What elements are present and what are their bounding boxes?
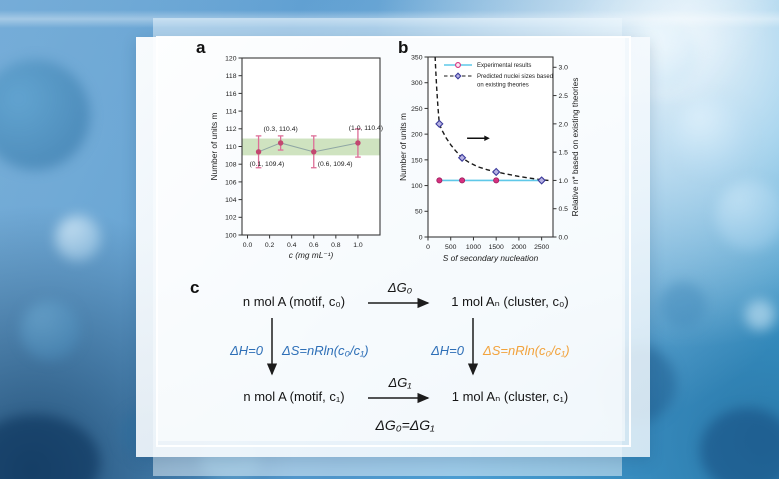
svg-text:0.0: 0.0 xyxy=(559,234,569,241)
svg-text:1500: 1500 xyxy=(489,244,504,251)
legend-entry-label: Experimental results xyxy=(477,63,531,69)
bubble-decoration xyxy=(715,180,779,250)
panel-b-letter: b xyxy=(398,38,409,57)
y-axis-left-label: Number of units m xyxy=(398,113,408,181)
svg-text:100: 100 xyxy=(225,232,237,239)
point-annotation: (0.6, 109.4) xyxy=(318,161,353,168)
bubble-decoration xyxy=(20,300,80,360)
svg-text:50: 50 xyxy=(415,209,423,216)
data-point xyxy=(493,177,500,184)
delta-g1-label: ΔG₁ xyxy=(388,375,412,390)
legend-entry-label: on existing theories xyxy=(477,82,529,88)
svg-text:500: 500 xyxy=(445,244,457,251)
point-annotation: (1.0, 110.4) xyxy=(349,125,383,132)
svg-text:350: 350 xyxy=(411,54,423,61)
data-point xyxy=(311,149,317,155)
svg-text:0.8: 0.8 xyxy=(331,242,341,249)
svg-text:0.6: 0.6 xyxy=(309,242,319,249)
diagram-arrows xyxy=(266,297,479,404)
svg-text:120: 120 xyxy=(225,55,237,62)
x-axis-label: c (mg mL⁻¹) xyxy=(289,250,334,260)
bubble-decoration xyxy=(0,415,100,479)
data-point xyxy=(255,149,262,155)
svg-text:1000: 1000 xyxy=(466,244,481,251)
svg-text:104: 104 xyxy=(225,197,237,204)
svg-text:0.5: 0.5 xyxy=(559,206,569,213)
svg-text:200: 200 xyxy=(411,132,423,139)
legend: Experimental results Predicted nuclei siz… xyxy=(444,62,553,88)
svg-text:150: 150 xyxy=(411,157,423,164)
svg-text:118: 118 xyxy=(226,73,237,80)
svg-text:300: 300 xyxy=(411,80,423,87)
panel-a-chart: 0.0 0.2 0.4 0.6 0.8 1.0 100 102 104 106 108 110 112 1… xyxy=(209,55,383,260)
highlight-band xyxy=(242,138,380,156)
data-line xyxy=(258,142,359,153)
point-annotation: (0.3, 110.4) xyxy=(264,126,298,133)
diamond-marker xyxy=(454,72,462,80)
svg-text:0.0: 0.0 xyxy=(243,242,253,249)
predicted-curve xyxy=(434,57,549,182)
svg-text:3.0: 3.0 xyxy=(559,65,569,72)
panel-b-chart: 0 500 1000 1500 2000 2500 0 50 100 150 200 250 300 35… xyxy=(398,54,580,263)
x-axis-label: S of secondary nucleation xyxy=(443,253,539,263)
bubble-decoration xyxy=(660,282,706,328)
right-entropy-label: ΔS=nRln(c₀/c₁) xyxy=(483,343,570,358)
svg-text:110: 110 xyxy=(226,144,237,151)
diamond-marker xyxy=(537,176,546,185)
delta-g0-label: ΔG₀ xyxy=(387,280,413,295)
data-point xyxy=(436,177,443,184)
svg-text:0: 0 xyxy=(426,244,430,251)
svg-text:114: 114 xyxy=(226,109,237,116)
data-point xyxy=(277,140,284,146)
diagram-node-top-left: n mol A (motif, c₀) xyxy=(242,294,346,309)
svg-text:108: 108 xyxy=(225,162,237,169)
diagram-node-top-right: 1 mol Aₙ (cluster, c₀) xyxy=(451,294,569,309)
bubble-decoration xyxy=(55,215,101,261)
diagram-node-bottom-left: n mol A (motif, c₁) xyxy=(243,389,345,404)
svg-text:0.4: 0.4 xyxy=(287,242,297,249)
bubble-decoration xyxy=(672,95,752,175)
svg-text:1.5: 1.5 xyxy=(559,150,569,157)
legend-entry-label: Predicted nuclei sizes based xyxy=(477,74,553,80)
svg-text:106: 106 xyxy=(225,179,237,186)
bubble-decoration xyxy=(745,300,775,330)
bubble-decoration xyxy=(0,60,90,170)
svg-text:1.0: 1.0 xyxy=(559,178,569,185)
point-annotation: (0.1, 109.4) xyxy=(250,161,285,168)
svg-text:0.2: 0.2 xyxy=(265,242,275,249)
diamond-marker xyxy=(492,167,501,177)
white-frame-border xyxy=(156,36,631,447)
diamond-marker xyxy=(457,153,467,162)
svg-text:1.0: 1.0 xyxy=(353,242,363,249)
y-axis-right-label: Relative n* based on existing theories xyxy=(570,78,580,217)
diamond-marker xyxy=(435,119,444,129)
svg-text:102: 102 xyxy=(225,215,237,222)
svg-text:2500: 2500 xyxy=(534,244,549,251)
data-point xyxy=(459,177,466,184)
left-entropy-label: ΔS=nRln(c₀/c₁) xyxy=(282,343,369,358)
diagram-node-bottom-right: 1 mol Aₙ (cluster, c₁) xyxy=(451,389,569,404)
svg-text:2.5: 2.5 xyxy=(559,93,569,100)
svg-text:2.0: 2.0 xyxy=(559,121,569,128)
data-point xyxy=(355,140,361,146)
svg-text:2000: 2000 xyxy=(511,244,526,251)
y-axis-label: Number of units m xyxy=(209,113,219,181)
panel-a-letter: a xyxy=(196,38,206,57)
left-enthalpy-label: ΔH=0 xyxy=(230,343,263,358)
svg-text:112: 112 xyxy=(226,126,237,133)
bubble-decoration xyxy=(700,408,779,479)
conclusion-equation: ΔG₀=ΔG₁ xyxy=(375,417,435,433)
svg-text:116: 116 xyxy=(226,91,237,98)
panel-c-letter: c xyxy=(190,278,200,297)
right-enthalpy-label: ΔH=0 xyxy=(431,343,464,358)
svg-text:250: 250 xyxy=(411,106,423,113)
svg-text:0: 0 xyxy=(419,234,423,241)
svg-text:100: 100 xyxy=(411,183,423,190)
